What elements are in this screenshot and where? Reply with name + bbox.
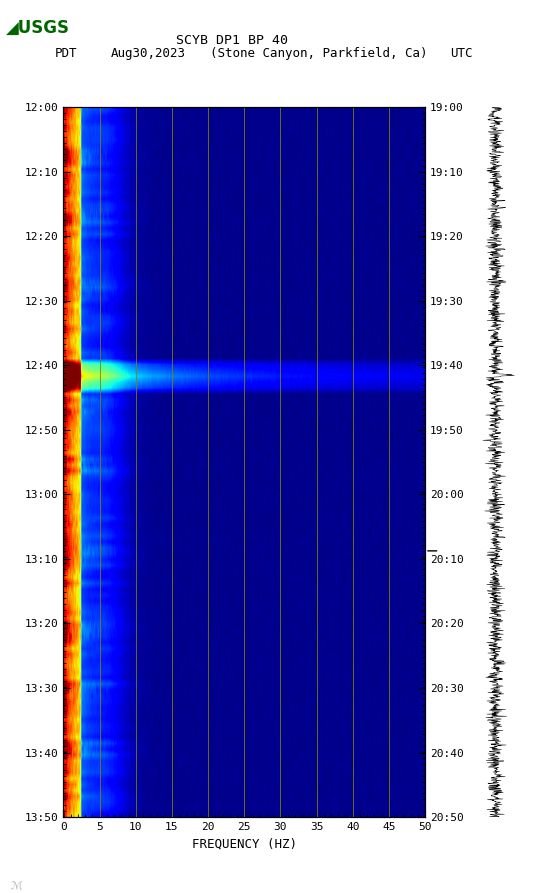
Text: SCYB DP1 BP 40: SCYB DP1 BP 40 <box>176 34 288 46</box>
Text: UTC: UTC <box>450 47 473 60</box>
Text: (Stone Canyon, Parkfield, Ca): (Stone Canyon, Parkfield, Ca) <box>210 47 427 60</box>
Text: ◢USGS: ◢USGS <box>6 19 70 37</box>
Text: Aug30,2023: Aug30,2023 <box>110 47 185 60</box>
Text: PDT: PDT <box>55 47 78 60</box>
Text: ℳ: ℳ <box>11 880 23 890</box>
X-axis label: FREQUENCY (HZ): FREQUENCY (HZ) <box>192 838 297 850</box>
